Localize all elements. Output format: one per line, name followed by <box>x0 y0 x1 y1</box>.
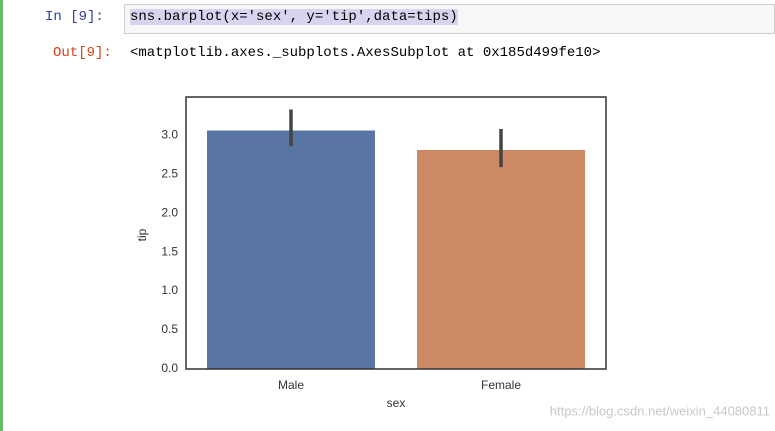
cell-selection-rail <box>0 0 3 431</box>
y-axis-label: tip <box>135 228 149 241</box>
y-tick-label: 1.5 <box>161 244 178 258</box>
y-tick-label: 0.5 <box>161 322 178 336</box>
axes-frame <box>185 96 607 370</box>
x-tick-label: Female <box>481 378 521 392</box>
code-text[interactable]: sns.barplot(x='sex', y='tip',data=tips) <box>130 9 458 25</box>
y-tick-label: 3.0 <box>161 127 178 141</box>
x-tick-label: Male <box>278 378 304 392</box>
output-text: <matplotlib.axes._subplots.AxesSubplot a… <box>130 45 601 61</box>
bar <box>207 130 375 369</box>
y-tick-label: 0.0 <box>161 361 178 375</box>
watermark: https://blog.csdn.net/weixin_44080811 <box>550 403 770 418</box>
y-tick-label: 2.5 <box>161 166 178 180</box>
x-axis-label: sex <box>387 396 406 410</box>
y-tick-label: 1.0 <box>161 283 178 297</box>
input-prompt: In [9]: <box>45 9 104 25</box>
output-prompt: Out[9]: <box>53 45 112 61</box>
y-tick-label: 2.0 <box>161 205 178 219</box>
bar <box>417 149 585 369</box>
